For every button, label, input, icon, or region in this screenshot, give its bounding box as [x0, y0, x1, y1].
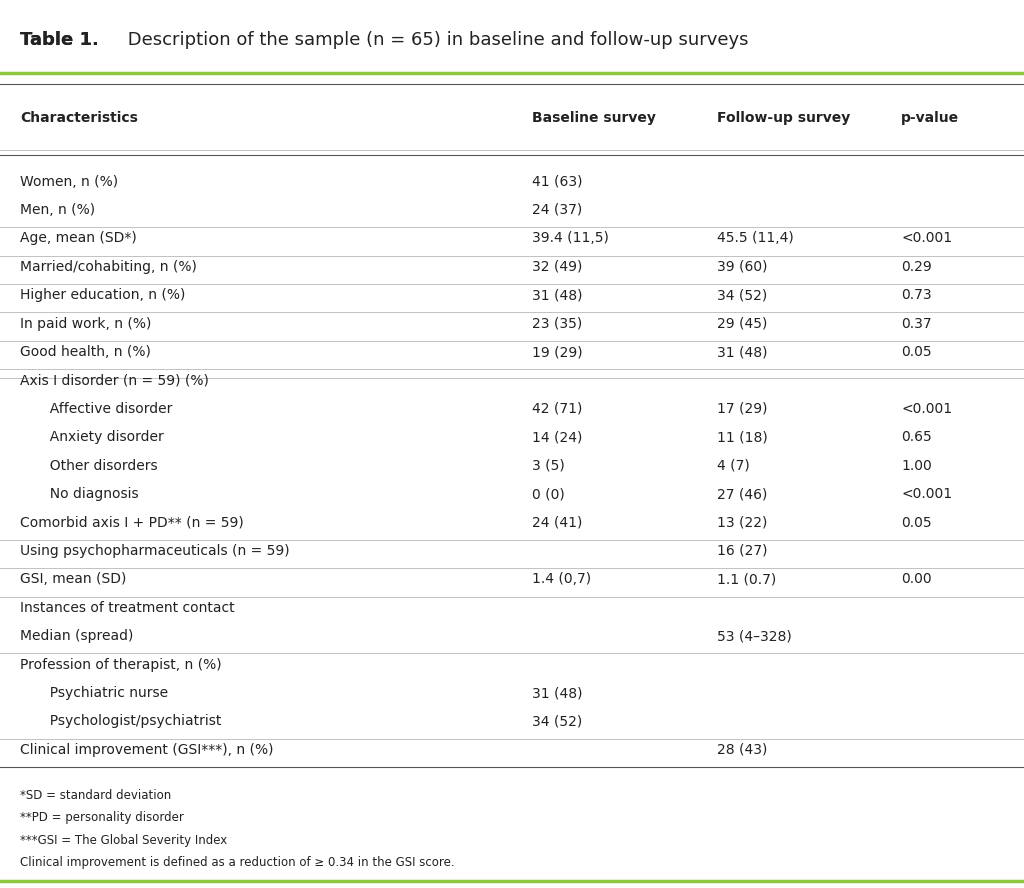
- Text: 24 (41): 24 (41): [532, 516, 583, 529]
- Text: 24 (37): 24 (37): [532, 203, 583, 217]
- Text: 13 (22): 13 (22): [717, 516, 767, 529]
- Text: 0.05: 0.05: [901, 516, 932, 529]
- Text: 16 (27): 16 (27): [717, 544, 767, 558]
- Text: In paid work, n (%): In paid work, n (%): [20, 317, 152, 330]
- Text: 0.00: 0.00: [901, 573, 932, 586]
- Text: 11 (18): 11 (18): [717, 431, 768, 444]
- Text: 4 (7): 4 (7): [717, 459, 750, 472]
- Text: 1.4 (0,7): 1.4 (0,7): [532, 573, 592, 586]
- Text: Other disorders: Other disorders: [41, 459, 158, 472]
- Text: <0.001: <0.001: [901, 402, 952, 416]
- Text: Men, n (%): Men, n (%): [20, 203, 95, 217]
- Text: 0.73: 0.73: [901, 289, 932, 302]
- Text: No diagnosis: No diagnosis: [41, 488, 138, 501]
- Text: Table 1.: Table 1.: [20, 31, 99, 49]
- Text: Higher education, n (%): Higher education, n (%): [20, 289, 185, 302]
- Text: 1.00: 1.00: [901, 459, 932, 472]
- Text: Axis I disorder (n = 59) (%): Axis I disorder (n = 59) (%): [20, 374, 209, 387]
- Text: Median (spread): Median (spread): [20, 630, 134, 643]
- Text: 3 (5): 3 (5): [532, 459, 565, 472]
- Text: Profession of therapist, n (%): Profession of therapist, n (%): [20, 658, 222, 671]
- Text: Married/cohabiting, n (%): Married/cohabiting, n (%): [20, 260, 198, 274]
- Text: 29 (45): 29 (45): [717, 317, 767, 330]
- Text: *SD = standard deviation: *SD = standard deviation: [20, 789, 172, 802]
- Text: Clinical improvement is defined as a reduction of ≥ 0.34 in the GSI score.: Clinical improvement is defined as a red…: [20, 856, 455, 868]
- Text: Anxiety disorder: Anxiety disorder: [41, 431, 164, 444]
- Text: <0.001: <0.001: [901, 488, 952, 501]
- Text: Characteristics: Characteristics: [20, 111, 138, 125]
- Text: 19 (29): 19 (29): [532, 345, 583, 359]
- Text: 53 (4–328): 53 (4–328): [717, 630, 792, 643]
- Text: <0.001: <0.001: [901, 232, 952, 245]
- Text: 34 (52): 34 (52): [532, 715, 583, 728]
- Text: Psychologist/psychiatrist: Psychologist/psychiatrist: [41, 715, 221, 728]
- Text: 0.05: 0.05: [901, 345, 932, 359]
- Text: Affective disorder: Affective disorder: [41, 402, 172, 416]
- Text: Instances of treatment contact: Instances of treatment contact: [20, 601, 236, 614]
- Text: 0.65: 0.65: [901, 431, 932, 444]
- Text: 31 (48): 31 (48): [717, 345, 767, 359]
- Text: 42 (71): 42 (71): [532, 402, 583, 416]
- Text: Good health, n (%): Good health, n (%): [20, 345, 152, 359]
- Text: 34 (52): 34 (52): [717, 289, 767, 302]
- Text: 23 (35): 23 (35): [532, 317, 583, 330]
- Text: Age, mean (SD*): Age, mean (SD*): [20, 232, 137, 245]
- Text: 0 (0): 0 (0): [532, 488, 565, 501]
- Text: Follow-up survey: Follow-up survey: [717, 111, 850, 125]
- Text: Using psychopharmaceuticals (n = 59): Using psychopharmaceuticals (n = 59): [20, 544, 290, 558]
- Text: ***GSI = The Global Severity Index: ***GSI = The Global Severity Index: [20, 834, 227, 846]
- Text: p-value: p-value: [901, 111, 959, 125]
- Text: 1.1 (0.7): 1.1 (0.7): [717, 573, 776, 586]
- Text: Women, n (%): Women, n (%): [20, 175, 119, 188]
- Text: 28 (43): 28 (43): [717, 743, 767, 757]
- Text: Description of the sample (n = 65) in baseline and follow-up surveys: Description of the sample (n = 65) in ba…: [122, 31, 749, 49]
- Text: **PD = personality disorder: **PD = personality disorder: [20, 812, 184, 824]
- Text: Psychiatric nurse: Psychiatric nurse: [41, 686, 168, 700]
- Text: Comorbid axis I + PD** (n = 59): Comorbid axis I + PD** (n = 59): [20, 516, 245, 529]
- Text: 31 (48): 31 (48): [532, 686, 583, 700]
- Text: GSI, mean (SD): GSI, mean (SD): [20, 573, 127, 586]
- Text: Table 1.: Table 1.: [20, 31, 99, 49]
- Text: 31 (48): 31 (48): [532, 289, 583, 302]
- Text: 0.29: 0.29: [901, 260, 932, 274]
- Text: 41 (63): 41 (63): [532, 175, 583, 188]
- Text: Clinical improvement (GSI***), n (%): Clinical improvement (GSI***), n (%): [20, 743, 274, 757]
- Text: 0.37: 0.37: [901, 317, 932, 330]
- Text: 27 (46): 27 (46): [717, 488, 767, 501]
- Text: 39 (60): 39 (60): [717, 260, 767, 274]
- Text: 39.4 (11,5): 39.4 (11,5): [532, 232, 609, 245]
- Text: Baseline survey: Baseline survey: [532, 111, 656, 125]
- Text: 17 (29): 17 (29): [717, 402, 767, 416]
- Text: 32 (49): 32 (49): [532, 260, 583, 274]
- Text: 45.5 (11,4): 45.5 (11,4): [717, 232, 794, 245]
- Text: 14 (24): 14 (24): [532, 431, 583, 444]
